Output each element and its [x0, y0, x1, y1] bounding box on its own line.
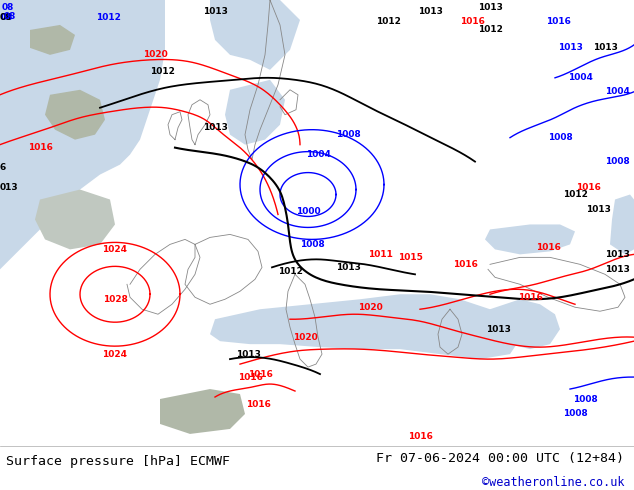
- Text: Surface pressure [hPa] ECMWF: Surface pressure [hPa] ECMWF: [6, 455, 230, 468]
- Text: 1016: 1016: [546, 18, 571, 26]
- Text: 1013: 1013: [557, 44, 583, 52]
- Text: 1013: 1013: [236, 350, 261, 359]
- Text: 1008: 1008: [573, 394, 597, 404]
- Text: 1020: 1020: [143, 50, 167, 59]
- Text: 013: 013: [0, 183, 18, 192]
- Text: 1016: 1016: [460, 18, 484, 26]
- Text: 1012: 1012: [375, 18, 401, 26]
- Text: ©weatheronline.co.uk: ©weatheronline.co.uk: [482, 476, 624, 489]
- Text: 1013: 1013: [418, 7, 443, 17]
- Polygon shape: [0, 0, 165, 270]
- Polygon shape: [485, 299, 560, 349]
- Text: 1012: 1012: [278, 267, 302, 276]
- Text: 1013: 1013: [477, 3, 502, 12]
- Text: 08: 08: [4, 12, 16, 21]
- Text: 1013: 1013: [335, 263, 361, 272]
- Text: 1004: 1004: [605, 87, 630, 96]
- Polygon shape: [210, 0, 300, 70]
- Text: 1008: 1008: [605, 157, 630, 166]
- Text: 1013: 1013: [593, 44, 618, 52]
- Text: 1008: 1008: [300, 240, 325, 249]
- Text: 1013: 1013: [586, 205, 611, 214]
- Text: 1012: 1012: [150, 67, 174, 76]
- Polygon shape: [35, 190, 115, 249]
- Text: 1013: 1013: [202, 123, 228, 132]
- Text: 1016: 1016: [453, 260, 477, 269]
- Text: 1016: 1016: [245, 399, 271, 409]
- Text: Fr 07-06-2024 00:00 UTC (12+84): Fr 07-06-2024 00:00 UTC (12+84): [377, 452, 624, 465]
- Text: 1016: 1016: [576, 183, 600, 192]
- Text: 1013: 1013: [202, 7, 228, 17]
- Text: 08: 08: [1, 13, 13, 23]
- Text: 1000: 1000: [295, 207, 320, 216]
- Polygon shape: [610, 195, 634, 254]
- Text: 1016: 1016: [408, 432, 432, 441]
- Text: 1013: 1013: [605, 265, 630, 274]
- Text: 1012: 1012: [96, 13, 120, 23]
- Text: 1013: 1013: [486, 325, 510, 334]
- Text: 1028: 1028: [103, 295, 127, 304]
- Text: 6: 6: [0, 163, 6, 172]
- Text: 1012: 1012: [562, 190, 588, 199]
- Text: 1016: 1016: [27, 143, 53, 152]
- Polygon shape: [225, 80, 285, 145]
- Text: 1020: 1020: [293, 333, 318, 342]
- Text: 08: 08: [0, 13, 13, 23]
- Polygon shape: [160, 389, 245, 434]
- Text: 1024: 1024: [103, 245, 127, 254]
- Text: 1008: 1008: [335, 130, 360, 139]
- Text: 1012: 1012: [477, 25, 502, 34]
- Text: 1016: 1016: [517, 293, 543, 302]
- Polygon shape: [30, 25, 75, 55]
- Text: 1013: 1013: [605, 250, 630, 259]
- Text: 1020: 1020: [358, 303, 382, 312]
- Polygon shape: [485, 224, 575, 254]
- Text: 1004: 1004: [567, 74, 592, 82]
- Text: 1024: 1024: [103, 350, 127, 359]
- Text: 1004: 1004: [306, 150, 330, 159]
- Text: 08: 08: [2, 3, 15, 12]
- Text: 1015: 1015: [398, 253, 422, 262]
- Text: 1008: 1008: [562, 410, 587, 418]
- Text: 1016: 1016: [238, 372, 262, 382]
- Text: 1016: 1016: [536, 243, 560, 252]
- Text: 1008: 1008: [548, 133, 573, 142]
- Text: 1016: 1016: [247, 369, 273, 379]
- Polygon shape: [210, 294, 520, 359]
- Polygon shape: [45, 90, 105, 140]
- Text: 1011: 1011: [368, 250, 392, 259]
